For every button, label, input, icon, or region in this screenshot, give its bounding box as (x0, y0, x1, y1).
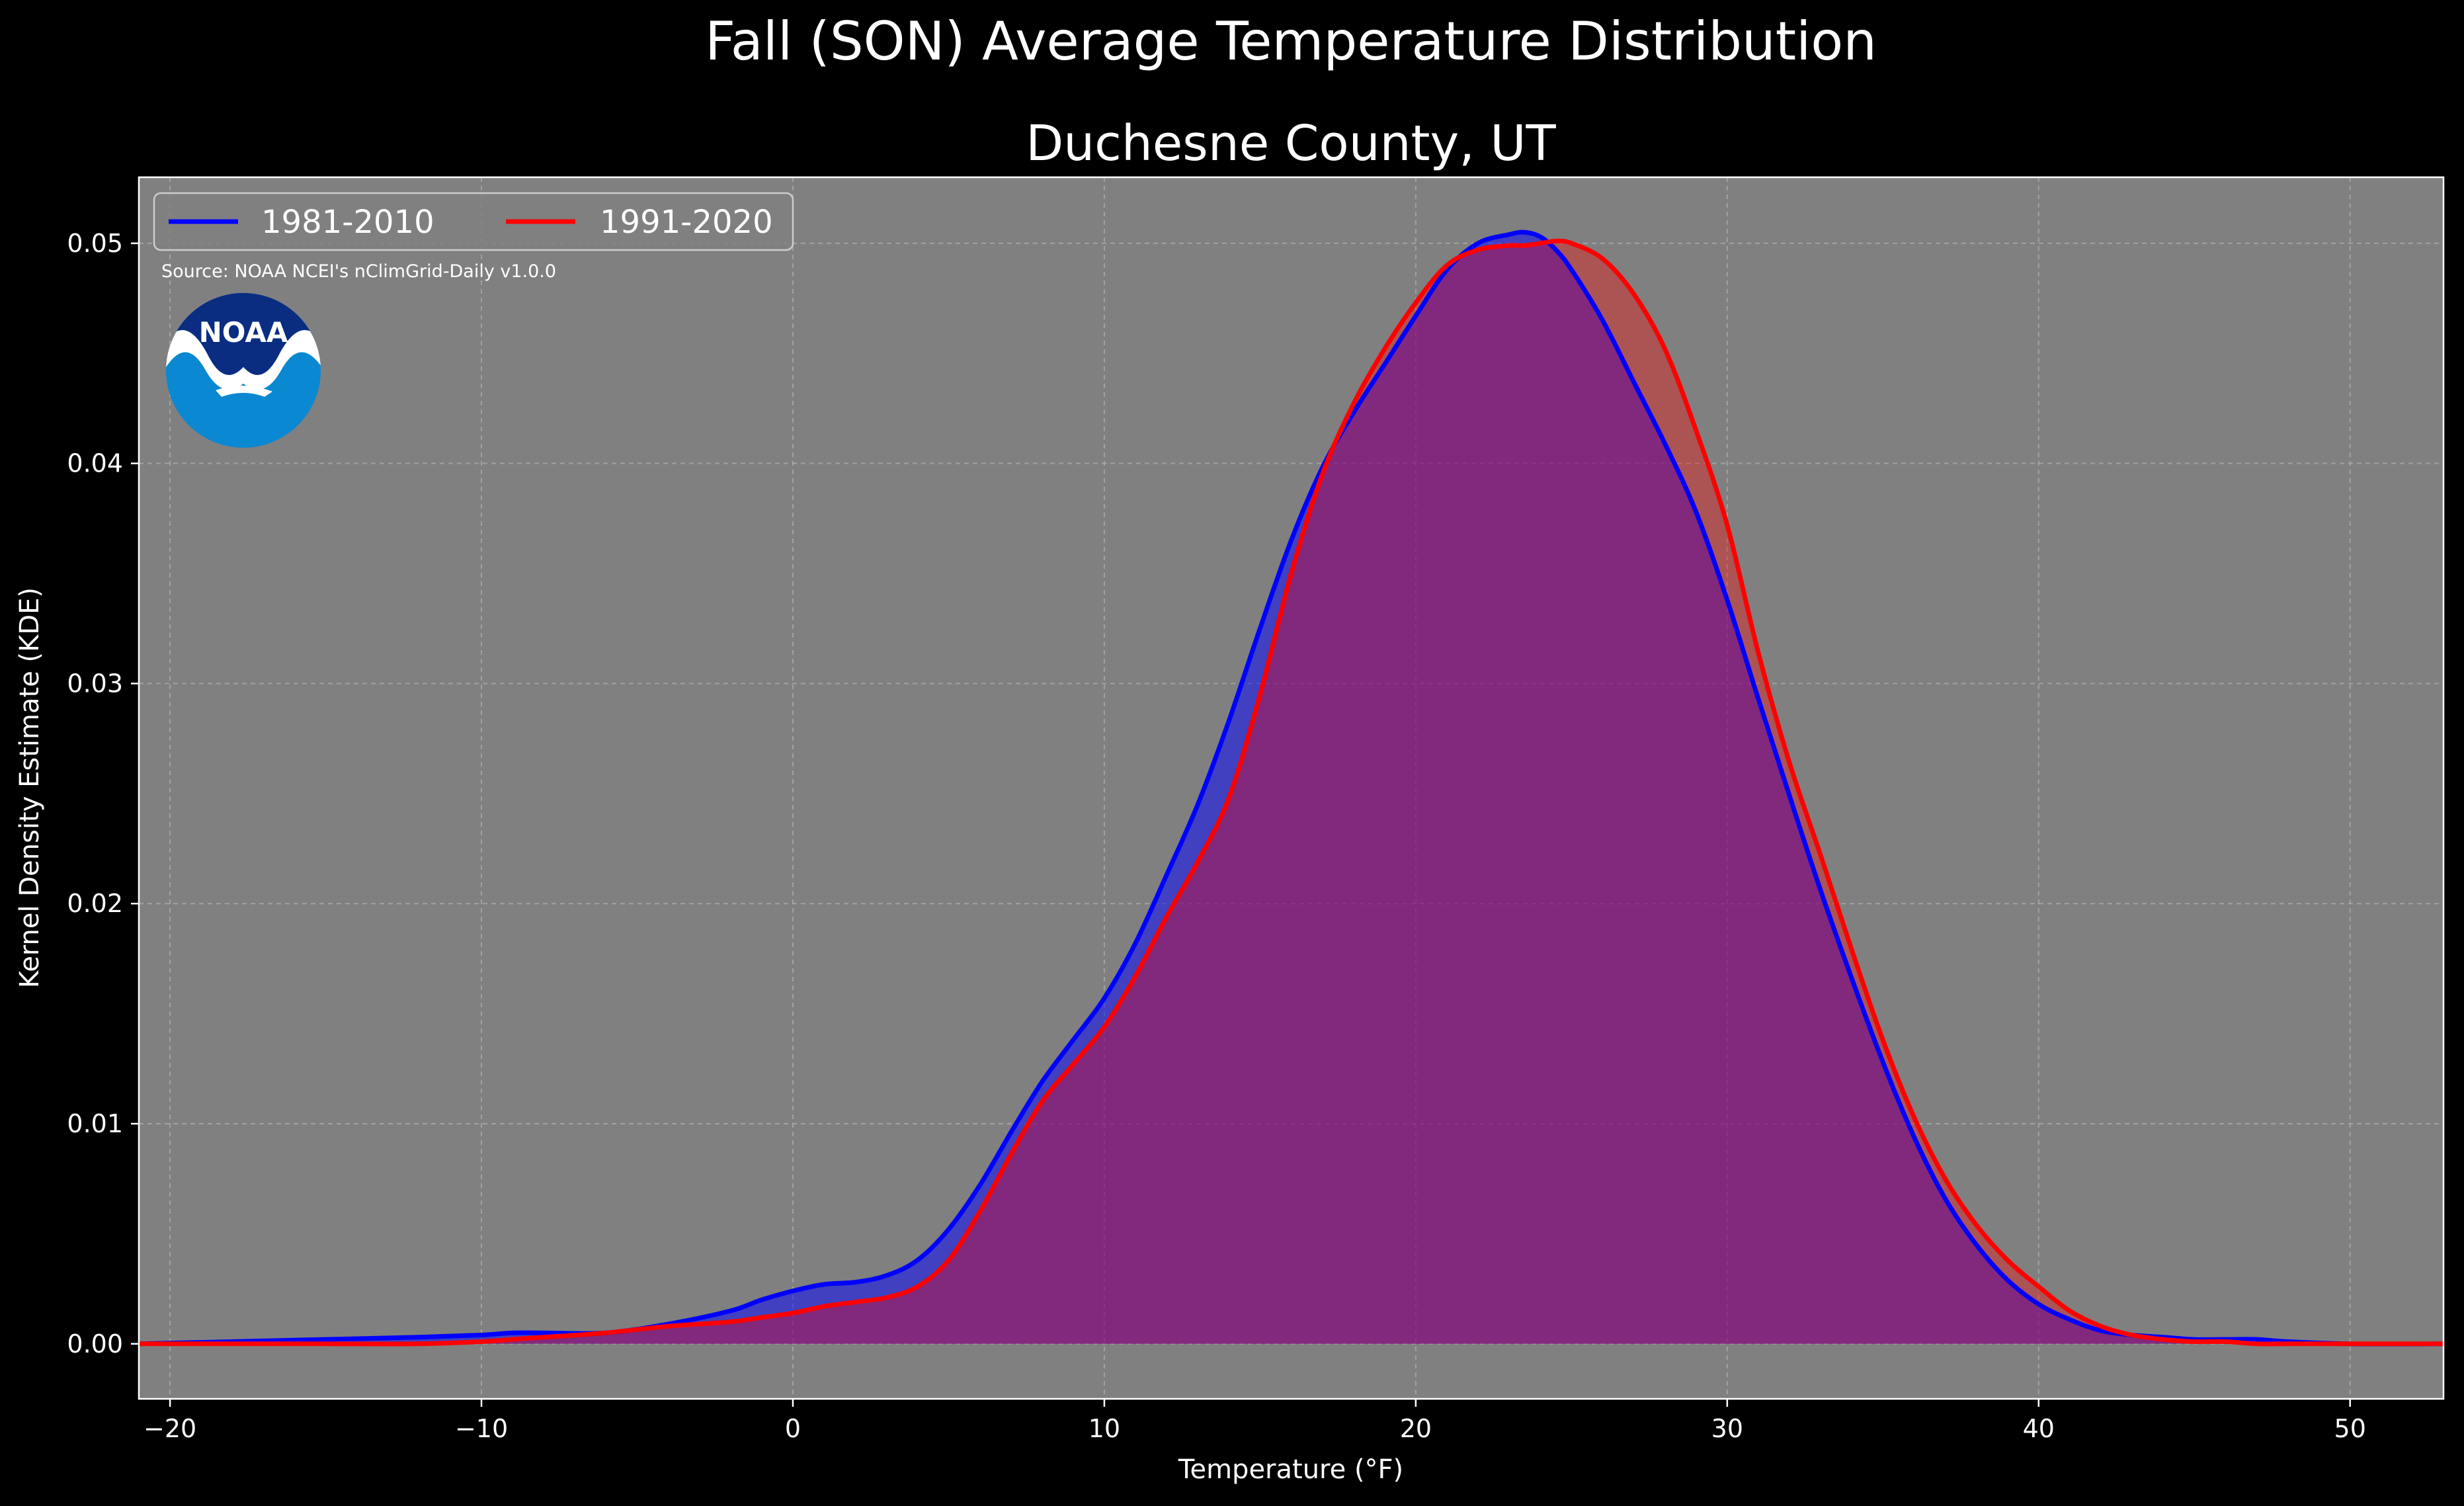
series-area-1991-2020 (139, 241, 2443, 1345)
legend-label-1991-2020: 1991-2020 (600, 204, 773, 241)
x-axis-label: Temperature (°F) (1178, 1454, 1403, 1485)
x-axis-ticks: −20 −10 0 10 20 30 40 50 (144, 1399, 2366, 1443)
x-tick-label: 10 (1088, 1414, 1120, 1443)
chart-suptitle: Fall (SON) Average Temperature Distribut… (705, 11, 1877, 72)
x-tick-label: −10 (455, 1414, 508, 1443)
x-tick-label: 30 (1711, 1414, 1743, 1443)
y-axis-label: Kernel Density Estimate (KDE) (15, 587, 45, 988)
series-line-1991-2020 (139, 238, 2443, 1347)
y-tick-label: 0.04 (67, 449, 123, 478)
y-axis-ticks: 0.00 0.01 0.02 0.03 0.04 0.05 (67, 229, 139, 1359)
legend-label-1981-2010: 1981-2010 (261, 204, 434, 241)
series-area-1981-2010 (139, 232, 2443, 1345)
series-layer (138, 230, 2444, 1347)
y-tick-label: 0.03 (67, 669, 123, 698)
source-note: Source: NOAA NCEI's nClimGrid-Daily v1.0… (161, 261, 556, 282)
noaa-logo-icon: NOAA (166, 293, 321, 448)
x-tick-label: 50 (2334, 1414, 2366, 1443)
x-tick-label: 0 (785, 1414, 801, 1443)
series-line-1981-2010 (138, 230, 2444, 1347)
y-tick-label: 0.01 (67, 1109, 123, 1138)
x-tick-label: 40 (2023, 1414, 2055, 1443)
x-tick-label: 20 (1400, 1414, 1432, 1443)
legend: 1981-2010 1991-2020 (153, 192, 794, 251)
x-tick-label: −20 (144, 1414, 196, 1443)
y-tick-label: 0.05 (67, 229, 123, 258)
y-tick-label: 0.02 (67, 889, 123, 918)
y-tick-label: 0.00 (67, 1329, 123, 1359)
legend-box (153, 192, 794, 251)
plot-frame (138, 176, 2445, 1400)
noaa-logo-text: NOAA (199, 316, 288, 349)
chart-title: Duchesne County, UT (1026, 115, 1556, 172)
